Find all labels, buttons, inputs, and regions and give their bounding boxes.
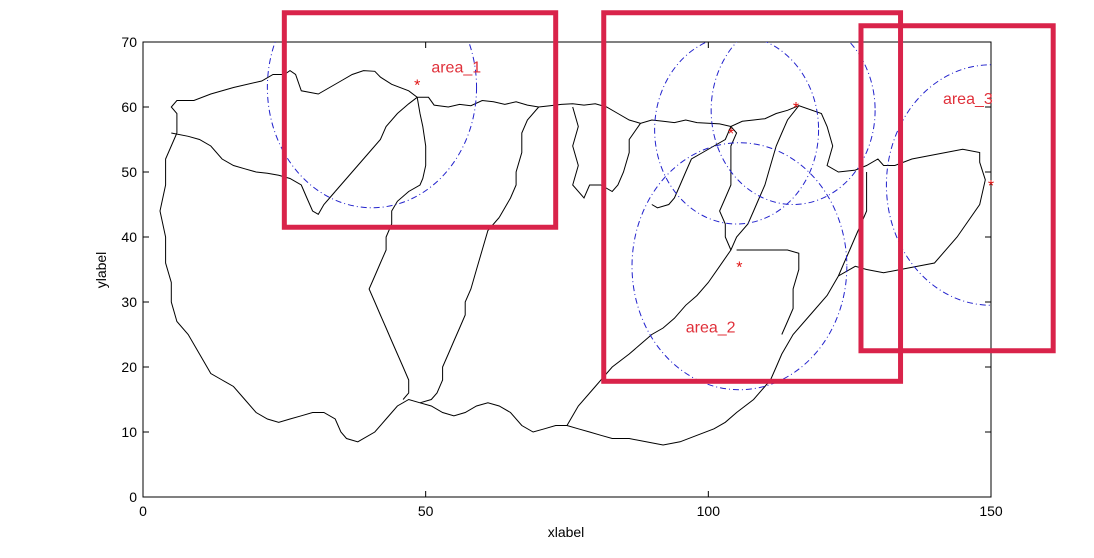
- plot-area: [142, 41, 992, 498]
- point-markers: * * * * *: [414, 77, 994, 276]
- y-tick-label: 50: [121, 164, 137, 180]
- star-marker: *: [793, 100, 799, 117]
- highlight-box: [601, 10, 904, 384]
- y-tick-label: 0: [129, 489, 137, 505]
- x-axis-label: xlabel: [548, 524, 585, 540]
- star-marker: *: [736, 259, 742, 276]
- highlight-box: [281, 10, 559, 230]
- region-boundaries: [159, 69, 986, 446]
- inner-boundary-line: [171, 132, 336, 215]
- y-tick-label: 40: [121, 229, 137, 245]
- star-marker: *: [728, 126, 734, 143]
- highlight-boxes: [281, 10, 1056, 384]
- y-tick-label: 70: [121, 34, 137, 50]
- x-tick-label: 100: [697, 503, 721, 519]
- area-label: area_1: [431, 60, 481, 77]
- y-tick-label: 20: [121, 359, 137, 375]
- x-tick-label: 0: [139, 503, 147, 519]
- x-tick-label: 50: [418, 503, 434, 519]
- coverage-circle: [885, 64, 991, 306]
- inner-boundary-line: [368, 97, 427, 400]
- x-tick-label: 150: [979, 503, 1003, 519]
- inner-boundary-line: [419, 217, 500, 404]
- star-marker: *: [988, 178, 994, 195]
- area-annotations: area_1 area_2 area_3: [431, 60, 993, 337]
- inner-boundary-line: [719, 126, 738, 251]
- inner-boundary-line: [572, 106, 641, 199]
- coverage-circles: [266, 42, 991, 391]
- outer-boundary-line: [159, 69, 986, 446]
- y-axis-label: ylabel: [93, 252, 109, 289]
- inner-boundary-line: [566, 105, 800, 426]
- star-marker: *: [414, 77, 420, 94]
- coverage-circle: [654, 42, 820, 225]
- area-label: area_3: [943, 91, 993, 108]
- axis-ticks: 0 50 100 150 0 10 20 30 40 50 60 70: [121, 34, 1002, 519]
- y-tick-label: 30: [121, 294, 137, 310]
- inner-boundary-line: [498, 106, 540, 218]
- area-label: area_2: [686, 320, 736, 337]
- inner-boundary-line: [334, 96, 418, 192]
- inner-boundary-line: [651, 126, 732, 209]
- coverage-circle: [266, 42, 478, 209]
- coverage-circle: [631, 142, 848, 391]
- coverage-circle: [710, 42, 876, 205]
- y-tick-label: 10: [121, 424, 137, 440]
- y-tick-label: 60: [121, 99, 137, 115]
- highlight-box: [858, 23, 1056, 354]
- inner-boundary-line: [736, 249, 800, 335]
